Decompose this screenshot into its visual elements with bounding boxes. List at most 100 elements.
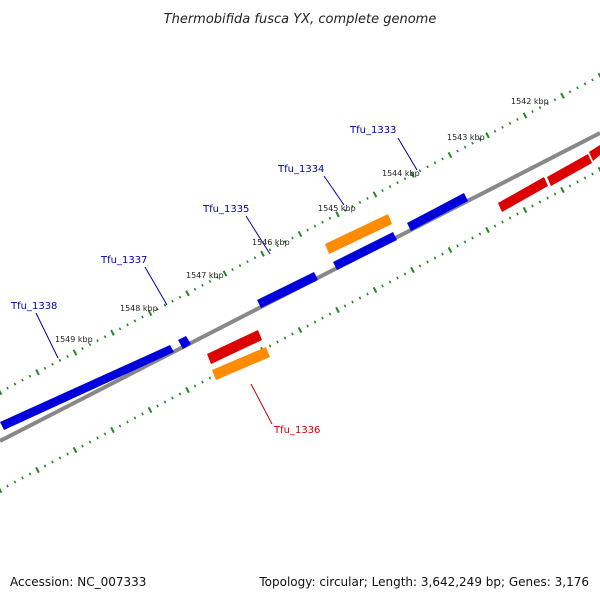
minor-tick — [576, 86, 579, 90]
minor-tick — [216, 276, 219, 279]
gene-feature[interactable] — [257, 272, 318, 308]
minor-tick — [193, 384, 197, 388]
gene-label[interactable]: Tfu_1333 — [349, 125, 396, 136]
minor-tick — [253, 256, 257, 260]
minor-tick — [396, 276, 399, 280]
minor-tick — [396, 181, 399, 185]
gene-feature[interactable] — [0, 345, 174, 430]
label-leaders — [35, 137, 418, 425]
minor-tick — [201, 283, 204, 287]
minor-tick — [306, 228, 309, 232]
minor-tick — [508, 121, 512, 125]
gene-label[interactable]: Tfu_1335 — [202, 204, 249, 215]
minor-tick — [568, 184, 572, 188]
gene-label[interactable]: Tfu_1337 — [100, 255, 147, 266]
minor-tick — [96, 436, 99, 440]
minor-tick — [313, 320, 317, 324]
minor-tick — [268, 344, 272, 348]
inner-tick-track — [0, 166, 600, 494]
minor-tick — [366, 197, 369, 200]
minor-tick — [313, 224, 317, 228]
minor-tick — [171, 396, 174, 400]
major-tick — [447, 151, 453, 159]
minor-tick — [58, 456, 62, 460]
minor-tick — [388, 185, 392, 189]
leader-line — [250, 383, 273, 425]
minor-tick — [21, 476, 24, 480]
minor-tick — [201, 380, 204, 384]
major-tick — [185, 386, 190, 394]
minor-tick — [276, 244, 279, 248]
minor-tick — [351, 300, 354, 304]
major-tick — [260, 250, 265, 257]
minor-tick — [28, 472, 32, 476]
minor-tick — [531, 110, 534, 113]
minor-tick — [471, 141, 474, 145]
minor-tick — [43, 464, 47, 468]
major-tick — [110, 329, 115, 336]
minor-tick — [268, 248, 272, 252]
minor-tick — [441, 157, 444, 161]
major-tick — [297, 230, 303, 238]
minor-tick — [546, 196, 549, 200]
minor-tick — [291, 332, 294, 336]
minor-tick — [478, 137, 482, 141]
minor-tick — [516, 118, 519, 121]
minor-tick — [6, 386, 9, 390]
gene-label[interactable]: Tfu_1334 — [277, 164, 324, 175]
leader-line — [144, 266, 168, 306]
minor-tick — [81, 347, 84, 350]
gene-feature[interactable] — [333, 232, 397, 270]
minor-tick — [381, 284, 384, 288]
minor-tick — [418, 169, 422, 173]
minor-tick — [501, 125, 504, 129]
minor-tick — [208, 376, 212, 380]
minor-tick — [43, 366, 47, 370]
scale-tick-label: 1549 kbp — [55, 335, 93, 344]
major-tick — [147, 309, 153, 317]
minor-tick — [343, 208, 347, 212]
minor-tick — [388, 280, 392, 284]
minor-tick — [231, 268, 234, 271]
minor-tick — [126, 323, 129, 327]
minor-tick — [193, 287, 197, 291]
major-tick — [35, 369, 40, 376]
minor-tick — [163, 303, 167, 307]
major-tick — [35, 466, 40, 474]
gene-label[interactable]: Tfu_1338 — [10, 301, 57, 312]
minor-tick — [276, 340, 279, 344]
scale-tick-label: 1544 kbp — [382, 169, 420, 178]
minor-tick — [141, 412, 144, 416]
major-tick — [372, 191, 378, 198]
gene-feature[interactable] — [212, 347, 270, 380]
minor-tick — [126, 420, 129, 424]
gene-feature[interactable] — [407, 193, 468, 231]
leader-line — [323, 175, 345, 206]
gene-feature[interactable] — [547, 154, 592, 186]
minor-tick — [81, 444, 84, 448]
major-tick — [72, 349, 78, 356]
minor-tick — [118, 327, 122, 331]
minor-tick — [6, 484, 9, 488]
gene-feature[interactable] — [498, 177, 548, 212]
gene-label[interactable]: Tfu_1336 — [273, 425, 320, 436]
minor-tick — [208, 279, 212, 283]
minor-tick — [591, 172, 594, 176]
minor-tick — [163, 400, 167, 404]
major-tick — [222, 270, 228, 277]
minor-tick — [433, 256, 437, 260]
minor-tick — [366, 292, 369, 296]
gene-feature[interactable] — [207, 330, 262, 364]
minor-tick — [306, 324, 309, 328]
minor-tick — [493, 129, 497, 133]
gene-feature[interactable] — [178, 336, 191, 349]
minor-tick — [66, 355, 69, 358]
minor-tick — [51, 362, 54, 366]
gene-feature[interactable] — [325, 214, 392, 254]
minor-tick — [13, 382, 17, 386]
minor-tick — [471, 236, 474, 240]
gene-feature[interactable] — [589, 145, 600, 161]
major-tick — [0, 487, 3, 494]
scale-tick-label: 1543 kbp — [447, 133, 485, 142]
